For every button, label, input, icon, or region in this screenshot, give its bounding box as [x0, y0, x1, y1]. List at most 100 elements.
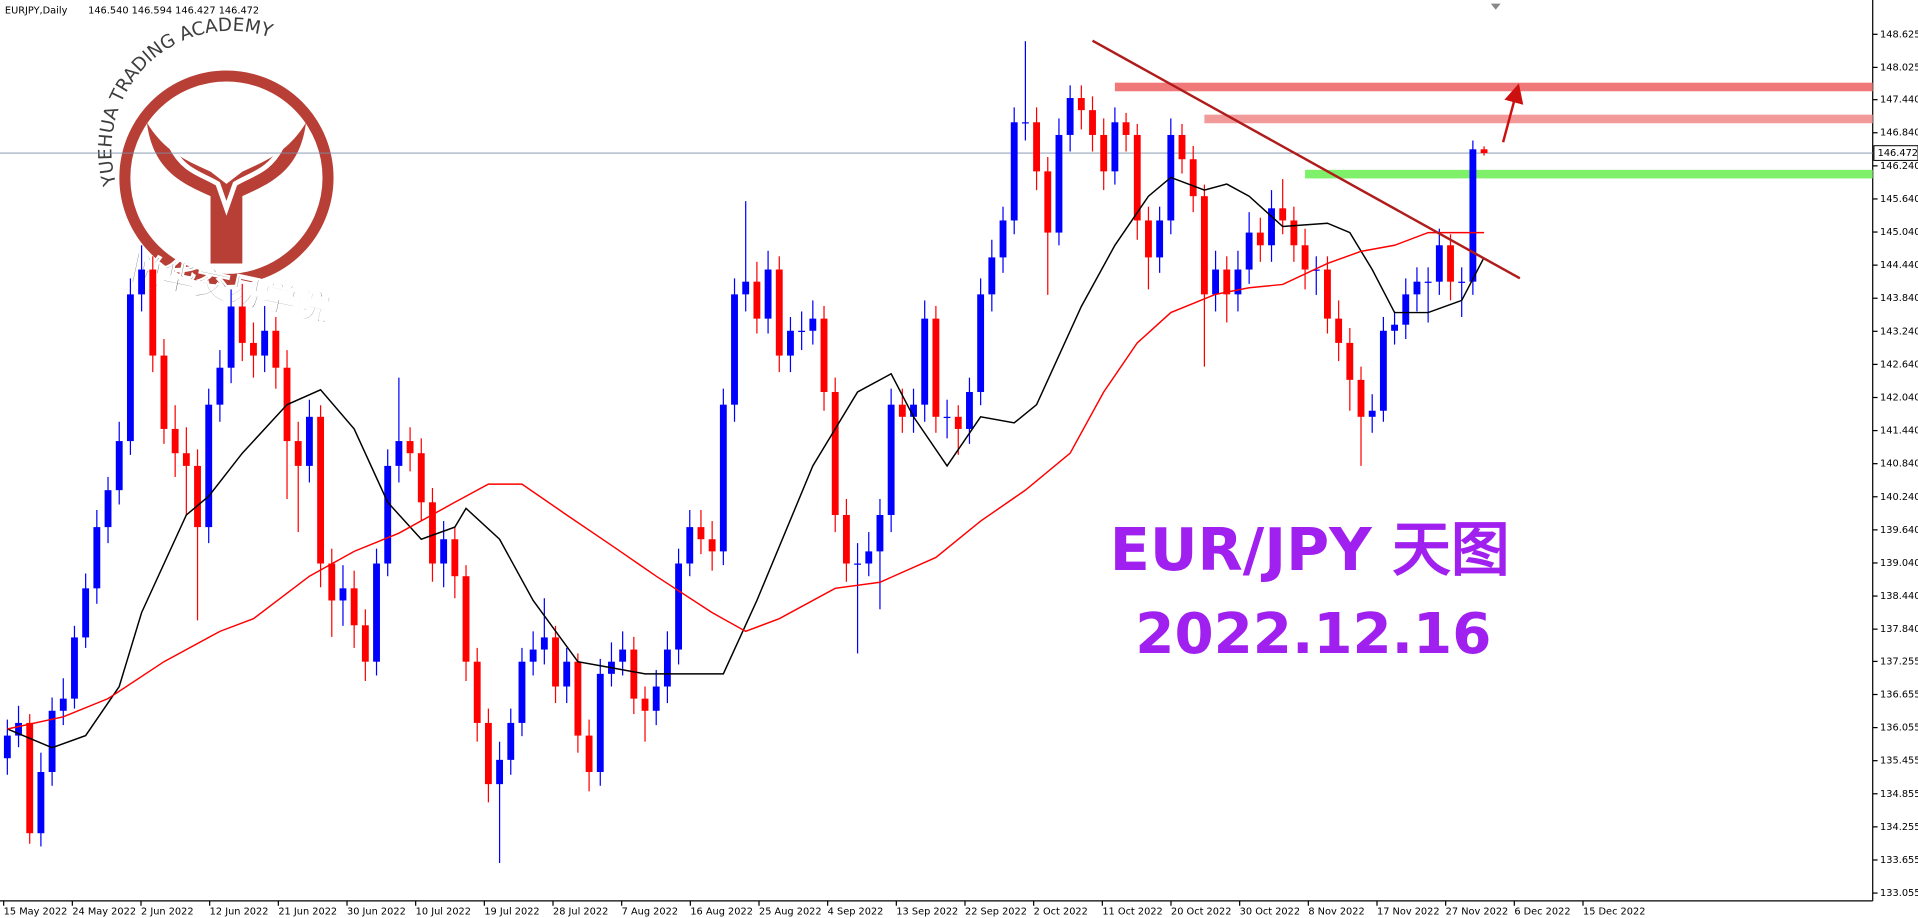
moving-average	[7, 176, 1485, 749]
candle-body	[1077, 98, 1085, 111]
candle-body	[1458, 281, 1466, 283]
x-tick-label: 19 Jul 2022	[484, 906, 539, 917]
candle-body	[82, 588, 90, 638]
candle-body	[1100, 134, 1108, 172]
candle-body	[26, 722, 34, 834]
candle-body	[809, 318, 817, 331]
x-tick-label: 13 Sep 2022	[896, 906, 958, 917]
candle-body	[1324, 269, 1331, 319]
y-tick-label: 142.040	[1880, 392, 1918, 403]
candle-body	[250, 342, 257, 356]
y-tick-label: 148.625	[1880, 29, 1918, 40]
candle-body	[921, 318, 929, 405]
y-tick-label: 133.655	[1880, 855, 1918, 866]
candle-body	[910, 404, 917, 417]
candle-body	[417, 453, 425, 503]
candle-body	[1245, 232, 1253, 270]
candle-body	[876, 514, 884, 552]
candle-body	[552, 637, 559, 687]
candle-body	[619, 649, 627, 662]
candle-body	[37, 771, 45, 834]
candle-body	[652, 686, 660, 711]
candle-body	[373, 563, 380, 662]
candle-body	[898, 404, 906, 417]
candle-body	[1189, 159, 1197, 197]
candle-body	[1346, 342, 1354, 380]
candle-body	[205, 404, 213, 528]
candle-body	[1379, 330, 1387, 411]
x-tick-label: 21 Jun 2022	[278, 906, 337, 917]
y-tick-label: 136.055	[1880, 723, 1918, 734]
candle-body	[887, 404, 895, 515]
candle-body	[238, 306, 246, 343]
candle-body	[820, 318, 828, 392]
y-tick-label: 143.240	[1880, 326, 1918, 337]
y-tick-label: 133.055	[1880, 888, 1918, 899]
candle-body	[630, 649, 638, 699]
candle-body	[977, 294, 985, 392]
candle-body	[719, 404, 727, 552]
candle-body	[227, 306, 235, 368]
candle-body	[787, 330, 794, 356]
candle-body	[1447, 245, 1454, 282]
candle-body	[1312, 269, 1320, 271]
candle-body	[1424, 281, 1432, 283]
candle-body	[1089, 110, 1096, 135]
price-label: 146.472	[1878, 148, 1918, 159]
y-tick-label: 138.440	[1880, 591, 1918, 602]
candle-body	[1200, 196, 1208, 295]
candle-body	[1156, 220, 1164, 258]
x-tick-label: 2 Jun 2022	[141, 906, 194, 917]
candle-body	[932, 318, 940, 417]
candle-body	[1256, 232, 1264, 246]
candle-body	[1357, 379, 1365, 417]
y-tick-label: 136.655	[1880, 690, 1918, 701]
candle-body	[1111, 122, 1119, 172]
y-tick-label: 144.440	[1880, 260, 1918, 271]
symbol: EURJPY,Daily	[5, 5, 68, 16]
logo-mark	[146, 122, 306, 264]
candle-body	[675, 563, 683, 650]
candle-body	[1391, 324, 1398, 331]
candle-body	[1021, 122, 1029, 124]
y-tick-label: 148.025	[1880, 62, 1918, 73]
candle-body	[1010, 122, 1018, 221]
level-zone	[1114, 82, 1873, 92]
candle-body	[440, 539, 448, 564]
candle-body	[585, 735, 593, 772]
y-tick-label: 139.040	[1880, 558, 1918, 569]
y-tick-label: 146.840	[1880, 128, 1918, 139]
candle-body	[1435, 245, 1443, 282]
y-tick-label: 145.640	[1880, 194, 1918, 205]
shift-marker	[1490, 3, 1501, 10]
candle-body	[798, 330, 806, 332]
candle-body	[1212, 269, 1220, 295]
candle-body	[339, 588, 347, 601]
candle-body	[686, 527, 694, 564]
candle-body	[350, 588, 358, 626]
candle-body	[1413, 281, 1421, 295]
candle-body	[1178, 134, 1186, 160]
x-tick-label: 27 Nov 2022	[1446, 906, 1509, 917]
candle-body	[15, 722, 22, 736]
x-tick-label: 25 Aug 2022	[759, 906, 822, 917]
candle-body	[1301, 245, 1309, 270]
candle-body	[1044, 171, 1052, 233]
candle-body	[182, 453, 190, 466]
title: EUR/JPY 天图	[1110, 515, 1510, 584]
x-tick-label: 12 Jun 2022	[210, 906, 269, 917]
candle-body	[429, 502, 436, 564]
candle-body	[663, 649, 671, 687]
candle-body	[1234, 269, 1242, 295]
candle-body	[71, 637, 78, 699]
candle-body	[48, 710, 56, 772]
y-tick-label: 140.240	[1880, 492, 1918, 503]
logo-mark-detail	[169, 145, 284, 216]
x-tick-label: 10 Jul 2022	[416, 906, 471, 917]
y-tick-label: 140.840	[1880, 459, 1918, 470]
candle-body	[451, 539, 459, 577]
candle-body	[1279, 208, 1287, 221]
candle-body	[1066, 98, 1074, 135]
